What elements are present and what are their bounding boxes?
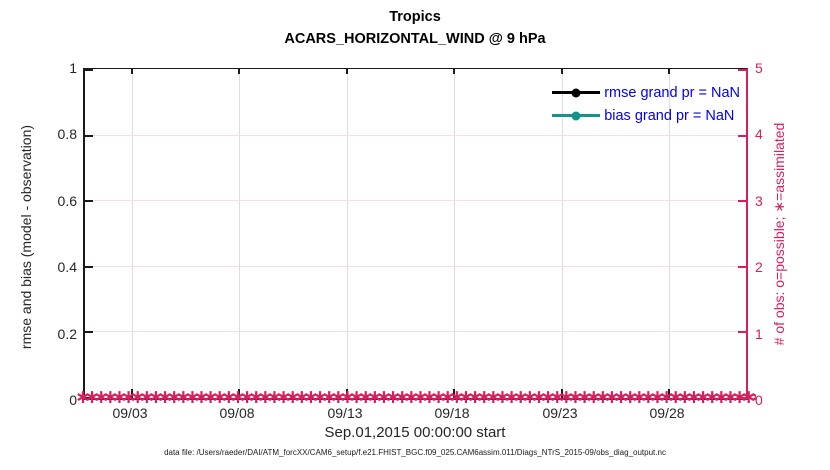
left-tick-label: 0.2 xyxy=(57,326,77,342)
x-axis-tick xyxy=(668,389,670,398)
vertical-gridline xyxy=(347,69,348,398)
plot-subtitle: ACARS_HORIZONTAL_WIND @ 9 hPa xyxy=(284,31,546,47)
right-axis-tick xyxy=(738,135,746,137)
right-tick-label: 3 xyxy=(755,193,763,209)
right-axis-tick xyxy=(738,200,746,202)
data-file-path: data file: /Users/raeder/DAI/ATM_forcXX/… xyxy=(164,448,666,457)
legend-label: rmse grand pr = NaN xyxy=(604,84,740,101)
right-tick-label: 1 xyxy=(755,326,763,342)
legend-entry: bias grand pr = NaN xyxy=(552,104,740,127)
right-axis-tick xyxy=(738,266,746,268)
horizontal-gridline xyxy=(85,266,746,267)
x-axis-top-tick xyxy=(453,69,455,74)
left-tick-label: 0.4 xyxy=(57,259,77,275)
left-axis-tick xyxy=(85,266,93,268)
right-tick-label: 0 xyxy=(755,392,763,408)
x-tick-label: 09/18 xyxy=(434,405,470,421)
right-tick-label: 2 xyxy=(755,259,763,275)
left-axis-tick xyxy=(85,69,93,71)
x-axis-tick xyxy=(131,389,133,398)
horizontal-gridline xyxy=(85,135,746,136)
vertical-gridline xyxy=(132,69,133,398)
legend-label: bias grand pr = NaN xyxy=(604,107,735,124)
vertical-gridline xyxy=(562,69,563,398)
x-axis-tick xyxy=(346,389,348,398)
x-axis-top-tick xyxy=(668,69,670,74)
left-tick-label: 0.6 xyxy=(57,193,77,209)
vertical-gridline xyxy=(669,69,670,398)
x-axis-top-tick xyxy=(131,69,133,74)
left-tick-label: 0 xyxy=(69,392,77,408)
x-axis-top-tick xyxy=(238,69,240,74)
x-axis-tick xyxy=(238,389,240,398)
right-tick-label: 4 xyxy=(755,126,763,142)
x-axis-label: Sep.01,2015 00:00:00 start xyxy=(324,424,506,441)
legend-entry: rmse grand pr = NaN xyxy=(552,81,740,104)
left-axis-tick xyxy=(85,200,93,202)
right-tick-label: 5 xyxy=(755,60,763,76)
left-axis-tick xyxy=(85,135,93,137)
vertical-gridline xyxy=(239,69,240,398)
legend: rmse grand pr = NaN bias grand pr = NaN xyxy=(552,81,740,127)
left-tick-label: 1 xyxy=(69,60,77,76)
right-axis-tick xyxy=(738,331,746,333)
left-axis-tick xyxy=(85,397,93,399)
x-tick-label: 09/03 xyxy=(112,405,148,421)
horizontal-gridline xyxy=(85,200,746,201)
x-axis-tick xyxy=(453,389,455,398)
x-tick-label: 09/13 xyxy=(327,405,363,421)
left-axis-tick xyxy=(85,331,93,333)
x-tick-label: 09/23 xyxy=(542,405,578,421)
legend-line-sample xyxy=(552,111,601,120)
legend-marker-dot xyxy=(571,88,581,97)
x-axis-top-tick xyxy=(346,69,348,74)
plot-area: rmse grand pr = NaN bias grand pr = NaN ∗… xyxy=(75,68,756,407)
left-tick-label: 0.8 xyxy=(57,126,77,142)
vertical-gridline xyxy=(454,69,455,398)
x-axis-top-tick xyxy=(561,69,563,74)
x-axis-tick xyxy=(561,389,563,398)
x-tick-label: 09/28 xyxy=(649,405,685,421)
horizontal-gridline xyxy=(85,331,746,332)
right-axis-tick xyxy=(738,69,746,71)
plot-title: Tropics xyxy=(389,9,441,25)
legend-line-sample xyxy=(552,88,601,97)
legend-marker-dot xyxy=(571,111,581,120)
x-tick-label: 09/08 xyxy=(219,405,255,421)
right-axis-tick xyxy=(738,397,746,399)
